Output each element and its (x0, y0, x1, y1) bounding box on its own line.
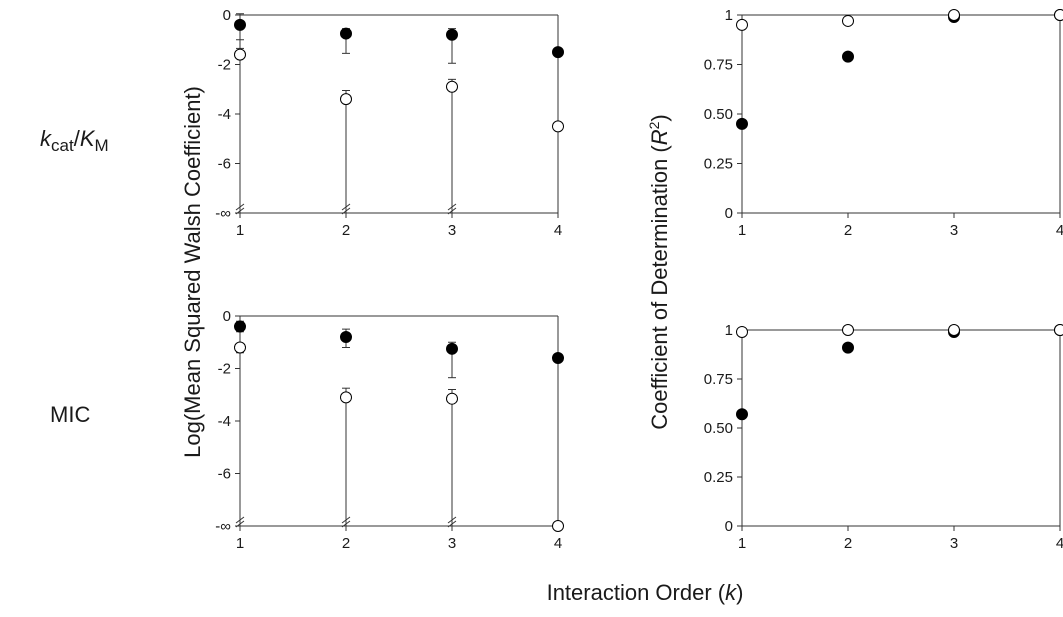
ylabel-right-prefix: Coefficient of Determination ( (647, 145, 672, 430)
x-tick-label: 1 (236, 535, 244, 552)
data-point-filled (235, 19, 246, 30)
y-tick-label: -6 (218, 466, 231, 483)
data-point-open (341, 94, 352, 105)
data-point-open (737, 326, 748, 337)
data-point-open (553, 521, 564, 532)
x-tick-label: 3 (950, 222, 958, 239)
ylabel-right-suffix: ) (647, 114, 672, 121)
data-point-open (447, 393, 458, 404)
data-point-filled (737, 409, 748, 420)
panel-r2-mic: 1 2 3 4 0 0.25 0.50 0.75 1 (704, 322, 1063, 552)
row-label-kcat-km: kcat/KM (40, 126, 109, 155)
data-point-filled (843, 342, 854, 353)
row-label-K: K (80, 126, 96, 151)
data-point-open (737, 19, 748, 30)
data-point-open (235, 49, 246, 60)
y-tick-label: 0.75 (704, 57, 733, 74)
data-point-open (1055, 325, 1063, 336)
xlabel-suffix: ) (736, 580, 743, 605)
data-point-open (949, 10, 960, 21)
x-tick-label: 4 (554, 222, 562, 239)
data-point-open (843, 15, 854, 26)
ylabel-right-sup: 2 (646, 121, 662, 129)
row-label-sub-M: M (95, 136, 109, 155)
y-tick-label: -∞ (215, 518, 231, 535)
x-tick-label: 2 (844, 535, 852, 552)
y-tick-label: 0.50 (704, 106, 733, 123)
x-tick-label: 3 (448, 535, 456, 552)
ylabel-left: Log(Mean Squared Walsh Coefficient) (180, 86, 205, 458)
panel-walsh-mic: 1 2 3 4 0 -2 -4 -6 -∞ (215, 308, 563, 552)
data-point-filled (447, 29, 458, 40)
data-point-open (949, 325, 960, 336)
x-tick-label: 2 (342, 535, 350, 552)
x-tick-label: 2 (342, 222, 350, 239)
data-point-filled (235, 321, 246, 332)
y-tick-label: -∞ (215, 205, 231, 222)
y-tick-label: 0 (725, 518, 733, 535)
y-tick-label: 0.50 (704, 420, 733, 437)
data-point-open (341, 392, 352, 403)
data-point-open (1055, 10, 1063, 21)
y-tick-label: -4 (218, 413, 231, 430)
data-point-filled (553, 47, 564, 58)
panel-walsh-kcat: 1 2 3 4 0 -2 -4 -6 -∞ (215, 7, 563, 239)
y-tick-label: -6 (218, 156, 231, 173)
y-tick-label: 0.25 (704, 156, 733, 173)
x-tick-label: 4 (1056, 535, 1063, 552)
data-point-open (843, 325, 854, 336)
y-tick-label: 0 (223, 7, 231, 24)
svg-text:kcat/KM: kcat/KM (40, 126, 109, 155)
data-point-filled (341, 28, 352, 39)
y-tick-label: -4 (218, 106, 231, 123)
x-tick-label: 1 (236, 222, 244, 239)
data-point-filled (553, 353, 564, 364)
ylabel-right: Coefficient of Determination (R2) (646, 114, 672, 430)
y-tick-label: 0 (223, 308, 231, 325)
data-point-open (235, 342, 246, 353)
ylabel-right-R: R (647, 129, 672, 145)
y-tick-label: 0 (725, 205, 733, 222)
y-tick-label: 0.75 (704, 371, 733, 388)
panel-r2-kcat: 1 2 3 4 0 0.25 0.50 0.75 1 (704, 7, 1063, 239)
x-tick-label: 2 (844, 222, 852, 239)
x-tick-label: 4 (554, 535, 562, 552)
xlabel-prefix: Interaction Order ( (547, 580, 726, 605)
y-tick-label: 1 (725, 7, 733, 24)
y-tick-label: -2 (218, 361, 231, 378)
data-point-filled (737, 118, 748, 129)
data-point-open (553, 121, 564, 132)
row-label-mic: MIC (50, 402, 90, 427)
x-tick-label: 3 (448, 222, 456, 239)
panels: 1 2 3 4 0 -2 -4 -6 -∞ 1 2 3 4 0 0.25 0.50 0.75 1 1 2 3 4 0 -2 -4… (215, 7, 1063, 552)
data-point-filled (341, 332, 352, 343)
y-tick-label: -2 (218, 57, 231, 74)
y-tick-label: 0.25 (704, 469, 733, 486)
data-point-open (447, 81, 458, 92)
data-point-filled (843, 51, 854, 62)
x-tick-label: 3 (950, 535, 958, 552)
x-tick-label: 1 (738, 222, 746, 239)
y-tick-label: 1 (725, 322, 733, 339)
x-tick-label: 4 (1056, 222, 1063, 239)
x-tick-label: 1 (738, 535, 746, 552)
row-label-sub-cat: cat (51, 136, 74, 155)
xlabel: Interaction Order (k) (547, 580, 744, 605)
data-point-filled (447, 343, 458, 354)
